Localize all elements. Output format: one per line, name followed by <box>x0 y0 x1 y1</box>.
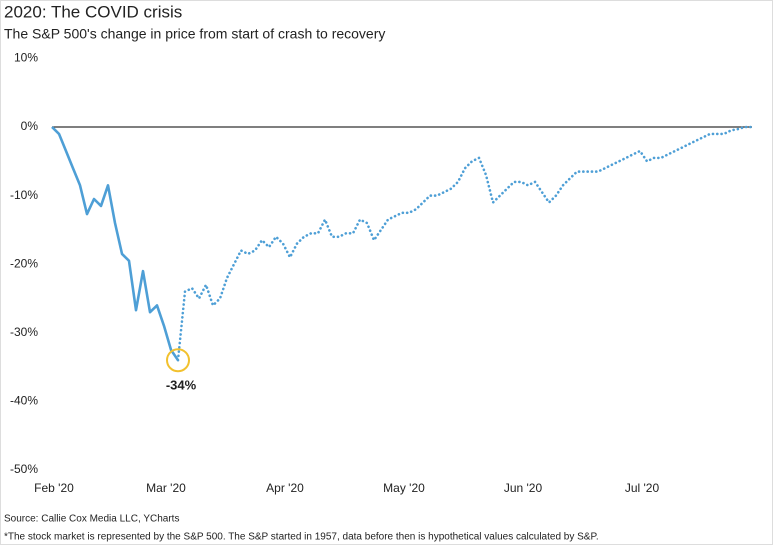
series-line <box>176 125 754 362</box>
highlight-circle <box>166 348 190 373</box>
x-tick-label: Feb '20 <box>34 481 74 495</box>
chart-subtitle: The S&P 500's change in price from start… <box>4 26 385 42</box>
series-line <box>51 126 180 361</box>
y-tick-label: -30% <box>10 325 38 339</box>
chart-title: 2020: The COVID crisis <box>4 2 182 21</box>
y-tick-label: -40% <box>10 394 38 408</box>
x-tick-label: Jul '20 <box>625 481 660 495</box>
x-tick-label: Apr '20 <box>266 481 304 495</box>
source: Source: Callie Cox Media LLC, YCharts <box>4 514 179 525</box>
y-tick-label: -10% <box>10 188 38 202</box>
y-tick-label: -20% <box>10 256 38 270</box>
annotation: -34% <box>166 378 197 393</box>
x-tick-label: May '20 <box>383 481 425 495</box>
y-tick-label: 10% <box>14 51 38 65</box>
x-tick-label: Jun '20 <box>504 481 543 495</box>
footnote: *The stock market is represented by the … <box>4 532 599 543</box>
x-tick-label: Mar '20 <box>146 481 186 495</box>
y-tick-label: 0% <box>21 119 39 133</box>
y-tick-label: -50% <box>10 462 38 476</box>
